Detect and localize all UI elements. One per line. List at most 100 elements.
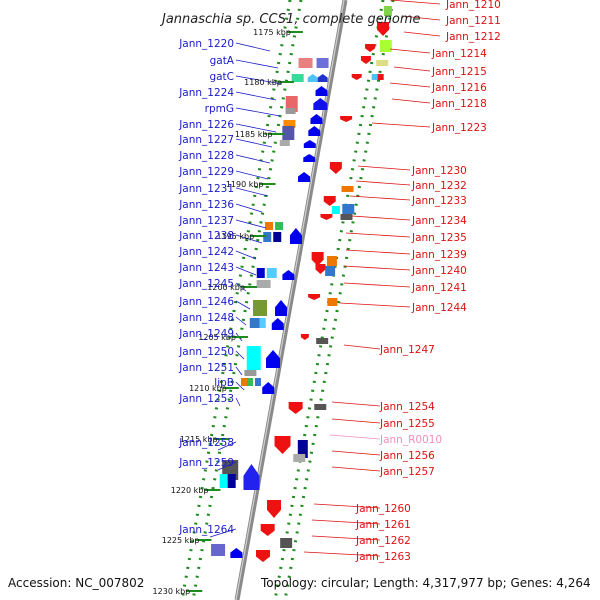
leader-jann-1240	[343, 265, 411, 271]
gene-box-42	[211, 544, 226, 556]
leader-jann-1224	[235, 91, 277, 101]
gene-label-jann-1230: Jann_1230	[411, 165, 467, 177]
leader-jann-1262	[311, 535, 381, 541]
leader-jann-1220	[235, 42, 271, 52]
kbp-tick-7: 1205 kbp	[198, 333, 236, 342]
gene-label-jann-1236: Jann_1236	[178, 199, 234, 211]
gene-label-jann-1254: Jann_1254	[379, 401, 435, 413]
leader-gata	[235, 59, 279, 69]
gene-box-11	[282, 126, 295, 140]
leader-jann-1257	[331, 466, 381, 472]
leader-jann-1228	[235, 154, 271, 164]
leader-jann-1241	[343, 282, 411, 288]
gene-label-jann-1242: Jann_1242	[178, 246, 234, 258]
gene-label-lipb: lipB	[214, 377, 234, 389]
gene-arrow-60	[320, 214, 333, 220]
leader-jann-1234	[351, 215, 411, 221]
gene-label-gatc: gatC	[209, 71, 234, 83]
kbp-tick-11: 1225 kbp	[162, 536, 200, 545]
gene-box-22	[256, 268, 265, 278]
gene-arrow-61	[311, 252, 324, 266]
leader-jann-1233	[349, 195, 411, 201]
leader-jann-1212	[403, 31, 441, 37]
gene-box-0	[298, 58, 313, 68]
gene-arrow-45	[377, 22, 390, 36]
leader-jann-1254	[331, 401, 381, 407]
gene-arrow-75	[260, 524, 275, 536]
gene-features	[211, 6, 392, 562]
gene-arrow-65	[308, 294, 321, 300]
gene-label-jann-1228: Jann_1228	[178, 150, 234, 162]
gene-box-28	[249, 318, 260, 328]
gene-arrow-24	[282, 270, 295, 280]
leader-jann-1238	[235, 234, 263, 244]
gene-arrow-77	[256, 550, 270, 562]
gene-box-13	[279, 140, 290, 146]
gene-label-jann-1234: Jann_1234	[411, 215, 467, 227]
gene-label-jann-1235: Jann_1235	[411, 232, 467, 244]
gene-label-jann-1264: Jann_1264	[178, 524, 234, 536]
gene-arrow-37	[262, 382, 275, 394]
gene-label-jann-1263: Jann_1263	[355, 551, 411, 563]
topology-text: Topology: circular; Length: 4,317,977 bp…	[260, 576, 591, 590]
gene-arrow-41	[243, 464, 260, 490]
gene-box-19	[263, 232, 272, 242]
gene-arrow-15	[303, 154, 316, 162]
gene-box-20	[273, 232, 282, 242]
gene-label-jann-1257: Jann_1257	[379, 466, 435, 478]
leader-jann-1236	[235, 203, 263, 213]
gene-box-34	[240, 378, 247, 386]
gene-label-jann-1255: Jann_1255	[379, 418, 435, 430]
gene-label-jann-1243: Jann_1243	[178, 262, 234, 274]
gene-arrow-64	[315, 264, 326, 274]
kbp-tick-9: 1215 kbp	[180, 435, 218, 444]
gene-label-jann-1239: Jann_1239	[411, 249, 467, 261]
gene-box-55	[341, 186, 354, 192]
gene-arrow-67	[300, 334, 309, 340]
genome-backbone	[234, 0, 348, 600]
leader-jann-1264	[209, 528, 237, 538]
gene-arrow-47	[365, 44, 376, 52]
leader-jann-1261	[311, 519, 381, 525]
leader-jann-1239	[345, 249, 411, 255]
leader-jann-1251	[235, 366, 243, 376]
gene-arrow-50	[351, 74, 362, 80]
gene-box-29	[259, 318, 266, 328]
gene-box-39	[219, 474, 228, 488]
gene-box-46	[379, 40, 392, 52]
gene-label-jann-1237: Jann_1237	[178, 215, 234, 227]
gene-arrow-12	[308, 126, 321, 136]
gene-box-66	[327, 298, 338, 306]
leader-jann-1230	[357, 165, 411, 171]
gene-label-jann-1227: Jann_1227	[178, 134, 234, 146]
gene-box-68	[316, 338, 329, 344]
gene-label-jann-1232: Jann_1232	[411, 180, 467, 192]
gene-arrow-74	[267, 500, 281, 518]
gene-label-jann-1226: Jann_1226	[178, 119, 234, 131]
leader-jann-1253	[235, 397, 241, 407]
gene-arrow-27	[275, 300, 287, 316]
gene-arrow-3	[307, 74, 318, 82]
gene-label-jann-1212: Jann_1212	[445, 31, 501, 43]
gene-label-jann-1215: Jann_1215	[431, 66, 487, 78]
gene-arrow-56	[323, 196, 336, 206]
gene-label-rpmg: rpmG	[205, 103, 234, 115]
gene-label-jann-1216: Jann_1216	[431, 82, 487, 94]
gene-arrow-71	[274, 436, 291, 454]
kbp-tick-2: 1180 kbp	[244, 78, 282, 87]
gene-box-76	[280, 538, 293, 548]
gene-box-26	[253, 300, 267, 316]
kbp-tick-8: 1210 kbp	[189, 384, 227, 393]
gene-box-72	[297, 440, 308, 458]
gene-label-jann-1250: Jann_1250	[178, 346, 234, 358]
kbp-ticks: 1175 kbp 1180 kbp 1185 kbp 1190 kbp 1195 kbp…	[153, 28, 303, 596]
gene-box-1	[316, 58, 329, 68]
leader-jann-1244	[339, 302, 411, 308]
gene-box-40	[227, 474, 236, 488]
gene-box-23	[266, 268, 277, 278]
gene-arrow-30	[271, 318, 284, 330]
gene-labels: Jann_1220 gatA gatC Jann_1224 rpmG Jann_1226 J…	[178, 0, 501, 563]
gene-arrow-7	[313, 98, 328, 110]
gene-arrow-69	[288, 402, 303, 414]
